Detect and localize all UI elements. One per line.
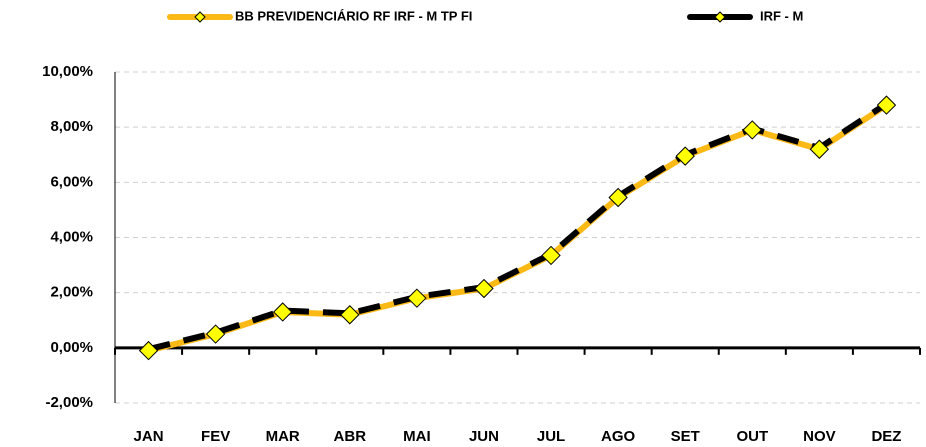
y-tick-label: 4,00% (50, 228, 93, 245)
legend-label: BB PREVIDENCIÁRIO RF IRF - M TP FI (235, 8, 472, 23)
y-tick-label: 2,00% (50, 284, 93, 301)
marker (474, 278, 494, 299)
legend-marker (714, 11, 726, 23)
marker (809, 139, 830, 159)
marker (608, 187, 628, 208)
x-tick-label: MAR (266, 428, 300, 445)
x-tick-label: ABR (334, 428, 367, 445)
y-tick-label: 8,00% (50, 118, 93, 135)
marker (205, 324, 226, 344)
marker (541, 245, 561, 266)
series-line (147, 101, 889, 353)
y-tick-label: -2,00% (45, 394, 93, 411)
x-tick-label: NOV (803, 428, 836, 445)
x-tick-label: DEZ (871, 428, 901, 445)
y-tick-label: 10,00% (42, 63, 93, 80)
x-tick-label: JUN (469, 428, 499, 445)
x-tick-label: AGO (601, 428, 636, 445)
marker (876, 95, 897, 115)
marker (742, 120, 762, 140)
x-tick-label: JUL (537, 428, 565, 445)
legend-marker (194, 11, 206, 23)
x-tick-label: OUT (736, 428, 768, 445)
y-tick-label: 6,00% (50, 173, 93, 190)
series-line (147, 102, 889, 354)
x-tick-label: FEV (201, 428, 230, 445)
legend-label: IRF - M (760, 8, 803, 23)
x-tick-label: SET (671, 428, 700, 445)
marker (407, 288, 427, 308)
x-tick-label: JAN (134, 428, 164, 445)
x-tick-label: MAI (403, 428, 431, 445)
y-tick-label: 0,00% (50, 339, 93, 356)
marker (138, 340, 159, 361)
marker (273, 302, 293, 322)
marker (675, 146, 695, 166)
marker (340, 305, 360, 325)
